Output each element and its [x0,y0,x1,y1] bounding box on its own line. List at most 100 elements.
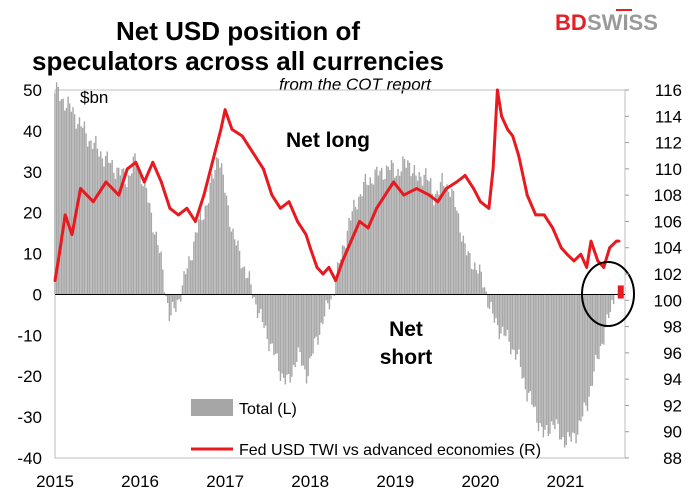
bar [296,294,298,362]
bar [420,176,422,295]
bar [410,176,412,295]
left-tick-label: 0 [33,285,42,304]
bar [358,196,360,295]
bar [204,205,206,295]
line-point [551,226,555,230]
bar [191,260,193,295]
bar [55,82,58,295]
bar [248,271,251,295]
bar [508,294,510,342]
bar [516,294,518,355]
line-point [296,220,299,223]
chart-title-line-1: Net USD position of [116,16,360,46]
bar [348,218,350,295]
bar [488,294,491,309]
bar [255,294,257,305]
line-point [230,128,234,131]
bar [216,157,218,295]
bar [461,241,463,295]
bar [165,294,167,297]
bar [335,280,337,295]
bar [585,294,587,406]
right-tick-label: 98 [663,318,682,337]
bar [59,101,61,295]
line-point [427,193,431,197]
bar [580,294,582,422]
line-point [559,246,563,250]
bar [163,292,166,295]
bar [356,209,358,295]
bar [416,180,419,295]
bar [300,294,303,366]
left-axis-ticks: 50 40 30 20 10 0 -10 -20 -30 -40 [17,81,42,468]
bar [485,291,487,295]
bar [70,111,73,295]
bar [478,264,481,295]
bar [447,191,450,295]
right-tick-label: 108 [654,186,682,205]
bar [320,294,322,323]
bar [333,294,336,296]
line-point [308,246,312,250]
bar [325,294,327,301]
line-point [287,200,291,204]
bar [423,174,425,295]
bar [492,294,494,314]
bar [64,110,66,295]
bar [523,294,525,378]
bar-series-total [54,82,615,448]
bar [318,294,321,335]
annotation-net-short-1: Net [389,318,423,341]
bar [232,228,234,295]
bar [233,239,236,295]
line-point [478,200,482,204]
bar [144,177,146,295]
line-point [436,200,440,204]
bar [366,184,368,295]
line-point [463,174,467,177]
bar [398,175,401,295]
left-tick-label: -30 [17,408,42,427]
bar [72,107,74,295]
line-point [253,154,257,158]
bar [541,294,543,427]
bar [139,169,141,295]
bar [534,294,536,407]
line-point [585,266,589,269]
bar [380,167,383,295]
line-point [472,187,475,190]
bar [132,156,135,295]
bar [227,205,229,295]
bar [90,140,92,295]
bar [88,141,90,295]
bar [291,294,293,377]
bar [294,294,296,368]
bar [603,294,605,345]
bar [573,294,576,434]
bar [426,179,429,295]
line-point [455,180,458,184]
bar [565,294,567,446]
bar [586,294,589,412]
bar [284,294,287,385]
bar [245,278,247,295]
bar [98,156,100,295]
bar [340,259,342,295]
bar [384,179,386,295]
right-tick-label: 96 [663,344,682,363]
logo-swiss-text: SWISS [587,10,658,35]
line-point [315,266,319,269]
bar [274,294,277,354]
bar [153,234,156,295]
bar [198,219,200,295]
bar [583,294,585,403]
bar [147,202,149,295]
bar [452,190,455,295]
bar [539,294,541,424]
bar [568,294,571,437]
bar [292,294,295,365]
bar [609,294,612,313]
x-axis-ticks: 2015 2016 2017 2018 2019 2020 2021 [36,472,584,491]
bar [305,294,308,384]
bar [441,173,443,295]
